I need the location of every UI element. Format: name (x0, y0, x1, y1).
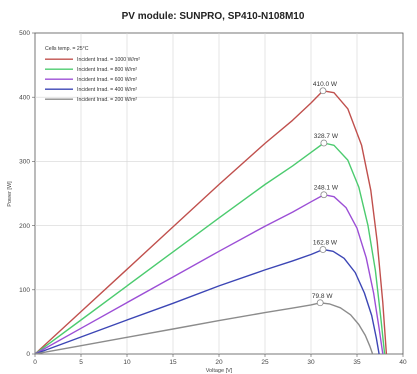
x-tick-labels: 0 5 10 15 20 25 30 35 40 (33, 359, 407, 366)
peak-label: 162.8 W (313, 239, 338, 246)
grid (32, 32, 404, 357)
peak-marker (316, 299, 324, 307)
peak-marker (320, 139, 328, 147)
peak-label: 328.7 W (314, 133, 339, 140)
y-tick-label: 400 (19, 94, 30, 101)
series-line-5 (34, 302, 374, 355)
y-tick-label: 500 (19, 30, 30, 37)
x-tick-label: 10 (123, 359, 131, 366)
legend: Cells temp. = 25°C Incident Irrad. = 100… (45, 46, 140, 103)
peak-marker (319, 87, 327, 95)
peak-label: 248.1 W (314, 185, 339, 192)
y-tick-label: 300 (19, 159, 30, 166)
series-line-4 (34, 248, 380, 355)
y-tick-labels: 0 100 200 300 400 500 (19, 30, 30, 358)
legend-entry: Incident Irrad. = 200 W/m² (77, 97, 137, 103)
peak-markers: 410.0 W 328.7 W 248.1 W 162.8 W 79.8 W (312, 81, 339, 307)
chart-title: PV module: SUNPRO, SP410-N108M10 (122, 11, 305, 22)
peak-label: 410.0 W (313, 81, 338, 88)
x-tick-label: 15 (169, 359, 177, 366)
legend-entry: Incident Irrad. = 400 W/m² (77, 87, 137, 93)
peak-marker (319, 246, 327, 253)
series-line-3 (34, 193, 384, 355)
y-tick-label: 100 (19, 287, 30, 294)
legend-entry: Incident Irrad. = 1000 W/m² (77, 57, 140, 63)
x-tick-label: 5 (79, 359, 83, 366)
x-tick-label: 25 (261, 359, 269, 366)
x-tick-label: 35 (353, 359, 361, 366)
x-tick-label: 0 (33, 359, 37, 366)
x-tick-label: 30 (307, 359, 315, 366)
y-axis-label: Power [W] (7, 181, 13, 207)
x-tick-label: 20 (215, 359, 223, 366)
x-axis-label: Voltage [V] (206, 368, 233, 374)
peak-label: 79.8 W (312, 293, 333, 300)
y-tick-label: 200 (19, 223, 30, 230)
series-lines (34, 90, 388, 355)
y-tick-label: 0 (26, 351, 30, 358)
legend-entry: Incident Irrad. = 800 W/m² (77, 67, 137, 73)
x-tick-label: 40 (399, 359, 407, 366)
series-line-2 (34, 142, 386, 355)
legend-entry: Incident Irrad. = 600 W/m² (77, 77, 137, 83)
series-line-1 (34, 90, 388, 355)
legend-header: Cells temp. = 25°C (45, 46, 89, 52)
peak-marker (320, 191, 328, 199)
